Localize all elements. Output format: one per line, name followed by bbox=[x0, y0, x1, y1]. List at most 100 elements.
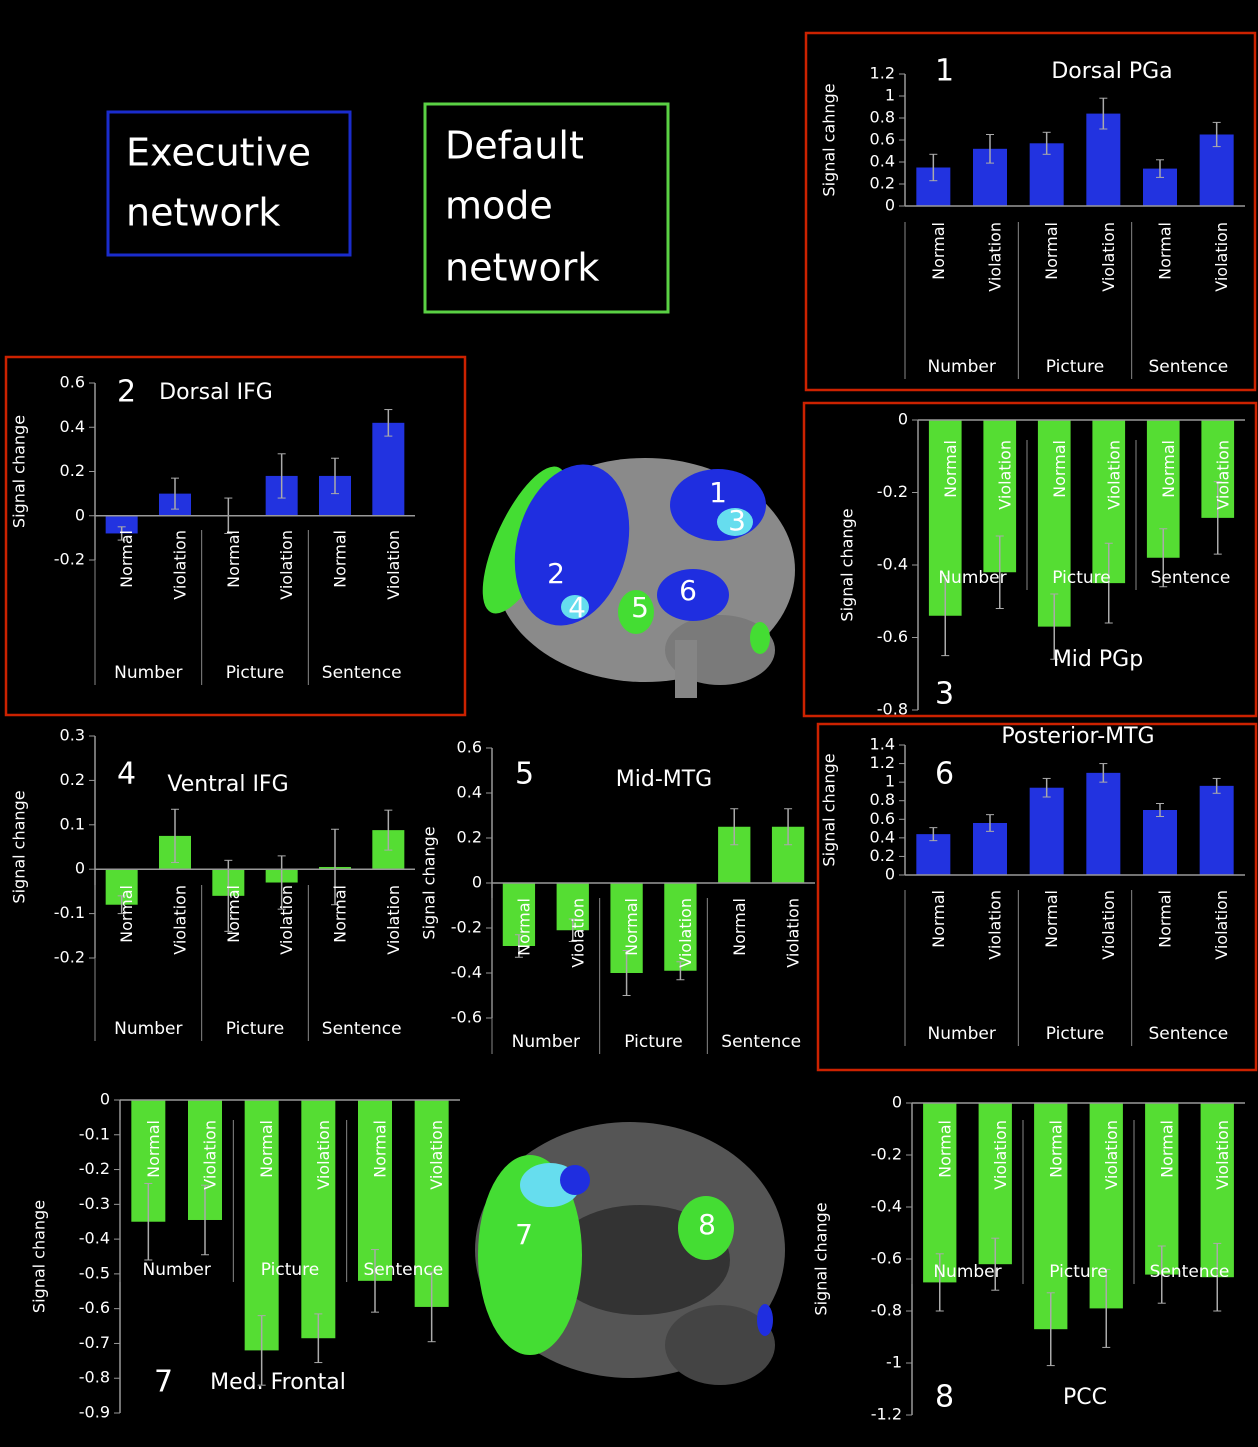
x-tick-label: Violation bbox=[986, 222, 1005, 292]
y-tick-label: 0 bbox=[898, 410, 908, 429]
y-tick-label: 0.2 bbox=[457, 828, 482, 847]
y-tick-label: 0.8 bbox=[870, 108, 895, 127]
panel-number: 8 bbox=[935, 1380, 954, 1415]
x-tick-label: Normal bbox=[257, 1120, 276, 1178]
x-tick-label: Violation bbox=[427, 1120, 446, 1190]
group-label: Picture bbox=[1049, 1262, 1107, 1282]
group-label: Picture bbox=[1046, 1024, 1104, 1044]
x-tick-label: Normal bbox=[224, 530, 243, 588]
chart-title: Ventral IFG bbox=[167, 772, 288, 797]
group-label: Sentence bbox=[1150, 1262, 1230, 1282]
group-label: Picture bbox=[1052, 568, 1110, 588]
y-tick-label: -1 bbox=[886, 1353, 902, 1372]
panel-number: 5 bbox=[515, 757, 534, 792]
brain-label: 3 bbox=[728, 504, 746, 537]
x-tick-label: Violation bbox=[995, 440, 1014, 510]
chart-title: Med. Frontal bbox=[210, 1370, 346, 1395]
bar bbox=[1086, 773, 1120, 875]
group-label: Sentence bbox=[363, 1260, 443, 1280]
brain-label: 1 bbox=[709, 476, 727, 509]
brain-label: 4 bbox=[568, 591, 586, 624]
x-tick-label: Normal bbox=[1156, 890, 1175, 948]
x-tick-label: Violation bbox=[676, 898, 695, 968]
y-tick-label: 0 bbox=[885, 865, 895, 884]
x-tick-label: Violation bbox=[384, 530, 403, 600]
y-tick-label: 0.8 bbox=[870, 790, 895, 809]
x-tick-label: Violation bbox=[991, 1120, 1010, 1190]
y-tick-label: 0.2 bbox=[60, 461, 85, 480]
group-label: Sentence bbox=[721, 1032, 801, 1052]
y-axis-label: Signal change bbox=[30, 1200, 49, 1313]
y-tick-label: 0.4 bbox=[870, 152, 895, 171]
brain-label: 6 bbox=[679, 574, 697, 607]
medial-brain bbox=[475, 1122, 785, 1385]
legend-text: network bbox=[445, 246, 599, 290]
legend-text: Executive bbox=[126, 131, 311, 175]
x-tick-label: Violation bbox=[1102, 1120, 1121, 1190]
y-tick-label: -0.4 bbox=[877, 555, 908, 574]
y-tick-label: 0.6 bbox=[870, 809, 895, 828]
x-tick-label: Violation bbox=[568, 898, 587, 968]
group-label: Number bbox=[512, 1032, 580, 1052]
x-tick-label: Normal bbox=[1159, 440, 1178, 498]
x-tick-label: Violation bbox=[201, 1120, 220, 1190]
chart-title: Mid PGp bbox=[1053, 647, 1143, 672]
bar bbox=[372, 423, 404, 516]
group-label: Sentence bbox=[1151, 568, 1231, 588]
x-tick-label: Violation bbox=[1213, 440, 1232, 510]
group-label: Picture bbox=[226, 663, 284, 683]
y-tick-label: -0.2 bbox=[871, 1145, 902, 1164]
group-label: Number bbox=[933, 1262, 1001, 1282]
y-tick-label: 0.4 bbox=[870, 827, 895, 846]
x-tick-label: Violation bbox=[1099, 890, 1118, 960]
x-tick-label: Violation bbox=[314, 1120, 333, 1190]
y-axis-label: Signal change bbox=[10, 415, 29, 528]
x-tick-label: Normal bbox=[331, 530, 350, 588]
group-label: Number bbox=[928, 357, 996, 377]
x-tick-label: Violation bbox=[1213, 1120, 1232, 1190]
x-tick-label: Normal bbox=[929, 890, 948, 948]
brain-label: 7 bbox=[515, 1218, 533, 1251]
group-label: Sentence bbox=[322, 1019, 402, 1039]
y-tick-label: -0.2 bbox=[451, 918, 482, 937]
y-tick-label: -0.1 bbox=[79, 1124, 110, 1143]
y-tick-label: 0.6 bbox=[870, 130, 895, 149]
x-tick-label: Normal bbox=[730, 898, 749, 956]
x-tick-label: Normal bbox=[1046, 1120, 1065, 1178]
panel-number: 7 bbox=[154, 1365, 173, 1400]
chart-title: Dorsal IFG bbox=[159, 380, 273, 405]
group-label: Picture bbox=[1046, 357, 1104, 377]
x-tick-label: Normal bbox=[117, 530, 136, 588]
x-tick-label: Normal bbox=[117, 885, 136, 943]
y-tick-label: 0.2 bbox=[60, 770, 85, 789]
legend-text: Default bbox=[445, 124, 584, 168]
x-tick-label: Normal bbox=[935, 1120, 954, 1178]
y-tick-label: -1.2 bbox=[871, 1405, 902, 1424]
x-tick-label: Normal bbox=[1042, 890, 1061, 948]
y-tick-label: 0 bbox=[75, 859, 85, 878]
y-tick-label: 0.4 bbox=[60, 417, 85, 436]
x-tick-label: Normal bbox=[941, 440, 960, 498]
group-label: Number bbox=[938, 568, 1006, 588]
x-tick-label: Violation bbox=[277, 530, 296, 600]
y-tick-label: -0.6 bbox=[451, 1008, 482, 1027]
panel-number: 3 bbox=[935, 677, 954, 712]
y-tick-label: -0.1 bbox=[54, 903, 85, 922]
x-tick-label: Violation bbox=[277, 885, 296, 955]
group-label: Sentence bbox=[1148, 1024, 1228, 1044]
bar bbox=[1030, 788, 1064, 875]
y-tick-label: 0.2 bbox=[870, 174, 895, 193]
y-tick-label: -0.6 bbox=[877, 627, 908, 646]
x-tick-label: Normal bbox=[1042, 222, 1061, 280]
x-tick-label: Violation bbox=[1212, 222, 1231, 292]
x-tick-label: Normal bbox=[1156, 222, 1175, 280]
y-axis-label: Signal change bbox=[812, 1202, 831, 1315]
y-tick-label: 0.2 bbox=[870, 846, 895, 865]
y-axis-label: Signal change bbox=[838, 508, 857, 621]
bar bbox=[1200, 786, 1234, 875]
y-tick-label: -0.2 bbox=[877, 482, 908, 501]
y-tick-label: -0.8 bbox=[79, 1368, 110, 1387]
panel-number: 2 bbox=[117, 375, 136, 410]
panel-number: 4 bbox=[117, 757, 136, 792]
bar bbox=[1143, 810, 1177, 875]
